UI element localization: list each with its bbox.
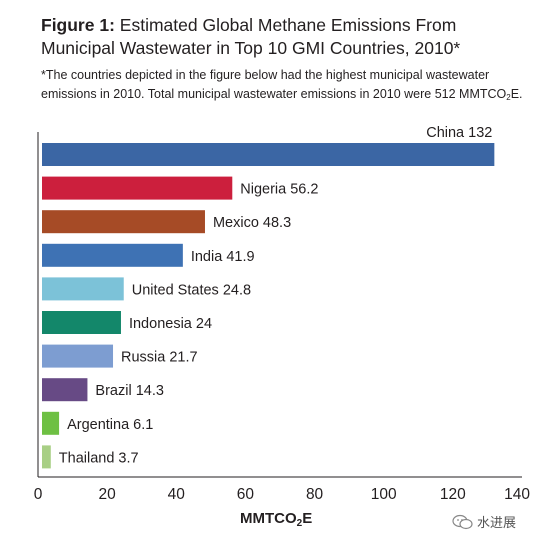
- bar-united-states: [42, 277, 124, 301]
- x-axis-title: MMTCO2E: [240, 510, 312, 529]
- note-text: *The countries depicted in the figure be…: [41, 68, 507, 101]
- bar-argentina: [42, 411, 60, 435]
- note-end: E.: [510, 87, 523, 101]
- x-axis-title-end: E: [302, 510, 313, 527]
- x-axis-title-main: MMTCO: [240, 510, 297, 527]
- data-label: Argentina 6.1: [67, 417, 153, 433]
- note-subscript: 2: [506, 93, 511, 102]
- x-tick-label: 60: [237, 486, 255, 503]
- data-label: India 41.9: [191, 249, 255, 265]
- x-tick-label: 0: [34, 486, 43, 503]
- x-tick-label: 20: [99, 486, 117, 503]
- bar-russia: [42, 344, 114, 368]
- figure-label: Figure 1:: [41, 15, 115, 35]
- bar-china: [42, 143, 495, 166]
- chart-title: Figure 1: Estimated Global Methane Emiss…: [41, 14, 521, 60]
- x-axis-title-subscript: 2: [296, 518, 303, 529]
- bar-india: [42, 243, 183, 267]
- title-text: Estimated Global Methane Emissions From …: [41, 15, 461, 58]
- bar-brazil: [42, 378, 88, 402]
- x-tick-label: 40: [168, 486, 186, 503]
- data-label: Nigeria 56.2: [240, 182, 318, 198]
- bar-indonesia: [42, 311, 121, 334]
- data-label: Mexico 48.3: [213, 215, 291, 231]
- x-tick-label: 120: [440, 486, 466, 503]
- data-label: Brazil 14.3: [95, 383, 164, 399]
- data-label: United States 24.8: [132, 282, 251, 298]
- bar-mexico: [42, 210, 205, 234]
- data-label: China 132: [426, 125, 492, 141]
- x-tick-label: 140: [504, 486, 530, 503]
- data-label: Russia 21.7: [121, 350, 198, 366]
- x-tick-label: 100: [371, 486, 397, 503]
- data-label: Thailand 3.7: [59, 450, 139, 466]
- bar-nigeria: [42, 176, 233, 200]
- bar-thailand: [42, 445, 51, 469]
- watermark-text: 水进展: [477, 515, 517, 530]
- x-tick-label: 80: [306, 486, 324, 503]
- watermark: 水进展: [452, 512, 516, 531]
- data-label: Indonesia 24: [129, 316, 212, 332]
- wechat-icon: [452, 514, 473, 529]
- chart-footnote: *The countries depicted in the figure be…: [41, 66, 526, 107]
